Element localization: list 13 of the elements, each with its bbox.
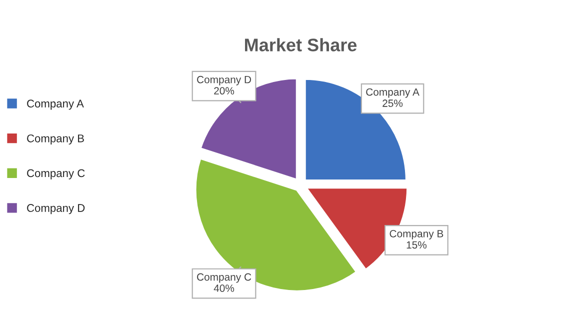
- slice-label: Company D: [197, 76, 252, 86]
- slice-label: Company C: [197, 273, 252, 283]
- data-label: 40%: [214, 284, 234, 292]
- legend-label: Company A: [27, 100, 84, 110]
- slice-label: Company A: [366, 88, 420, 98]
- slice-label: Company B: [390, 230, 444, 240]
- legend-label: Company B: [27, 134, 84, 145]
- legend-label: Company D: [27, 204, 85, 214]
- data-label: 15%: [406, 241, 427, 249]
- legend-label: Company C: [27, 169, 85, 180]
- data-label: 20%: [214, 87, 234, 95]
- chart-title: Market Share: [245, 38, 357, 52]
- data-label: 25%: [382, 100, 403, 107]
